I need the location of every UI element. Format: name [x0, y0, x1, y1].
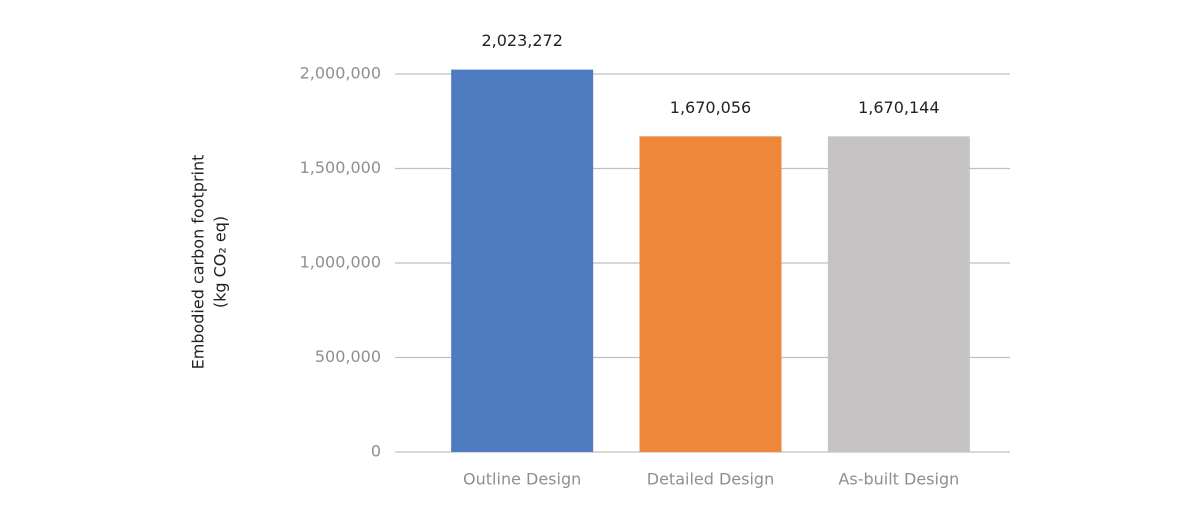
y-tick-label: 2,000,000: [300, 64, 381, 83]
y-axis-title-line: Embodied carbon footprint: [189, 155, 208, 370]
x-tick-label: As-built Design: [838, 470, 959, 489]
bar: [451, 69, 594, 452]
y-tick-label: 0: [371, 442, 381, 461]
y-axis-title: Embodied carbon footprint (kg CO₂ eq): [189, 155, 230, 370]
y-tick-label: 1,000,000: [300, 253, 381, 272]
y-axis-title-line: (kg CO₂ eq): [211, 216, 230, 308]
x-tick-label: Outline Design: [463, 470, 581, 489]
value-label: 2,023,272: [481, 31, 562, 50]
y-tick-label: 1,500,000: [300, 158, 381, 177]
x-tick-label: Detailed Design: [647, 470, 774, 489]
bar: [639, 136, 782, 452]
value-label: 1,670,056: [670, 98, 751, 117]
y-tick-label: 500,000: [315, 347, 381, 366]
value-label: 1,670,144: [858, 98, 939, 117]
bar: [827, 136, 970, 453]
